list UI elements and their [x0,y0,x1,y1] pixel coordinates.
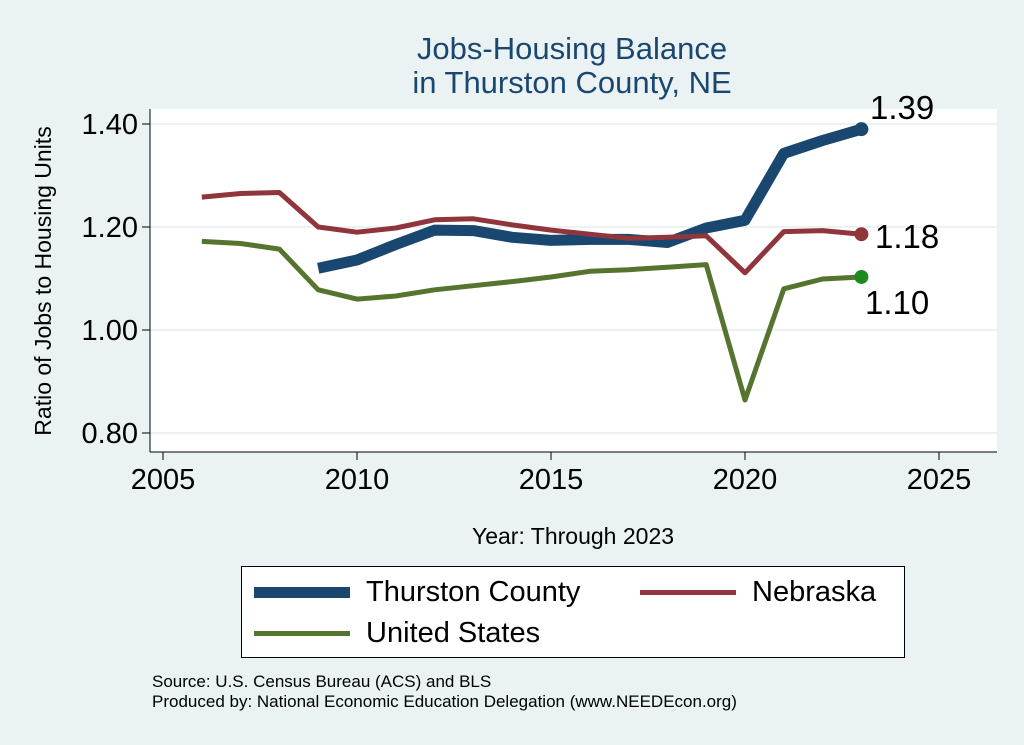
x-tick-label: 2020 [713,464,778,496]
legend: Thurston County Nebraska United States [241,566,905,658]
legend-swatch-nebraska [640,590,736,595]
end-point-nebraska [854,227,869,242]
series-line-thurston [317,123,863,274]
x-tick-label: 2010 [325,464,390,496]
end-label-nebraska: 1.18 [875,218,939,255]
y-tick-label: 0.80 [82,418,138,450]
x-tick-label: 2005 [131,464,196,496]
chart-title-line1: Jobs-Housing Balance [416,31,728,66]
end-label-us: 1.10 [865,284,929,321]
plot-area [150,109,997,452]
legend-item-thurston: Thurston County [254,576,580,609]
legend-label-thurston: Thurston County [366,576,581,608]
y-axis-title: Ratio of Jobs to Housing Units [30,126,56,435]
end-point-thurston [854,122,869,137]
series-line-us [201,238,862,403]
source-note: Source: U.S. Census Bureau (ACS) and BLS [152,672,492,691]
y-tick-label: 1.20 [82,212,138,244]
legend-item-us: United States [254,617,540,650]
chart-title-line2: in Thurston County, NE [412,65,732,100]
series-line-nebraska [201,190,862,276]
x-tick-label: 2025 [907,464,972,496]
legend-item-nebraska: Nebraska [640,576,876,609]
legend-swatch-thurston [254,587,350,598]
legend-swatch-us [254,631,350,636]
producer-note: Produced by: National Economic Education… [152,692,737,711]
legend-label-nebraska: Nebraska [752,576,877,608]
x-axis-title: Year: Through 2023 [472,523,674,549]
end-label-thurston: 1.39 [870,89,934,126]
y-tick-label: 1.00 [82,315,138,347]
end-point-us [854,269,869,284]
x-tick-label: 2015 [519,464,584,496]
legend-label-us: United States [366,617,541,649]
y-tick-label: 1.40 [82,109,138,141]
